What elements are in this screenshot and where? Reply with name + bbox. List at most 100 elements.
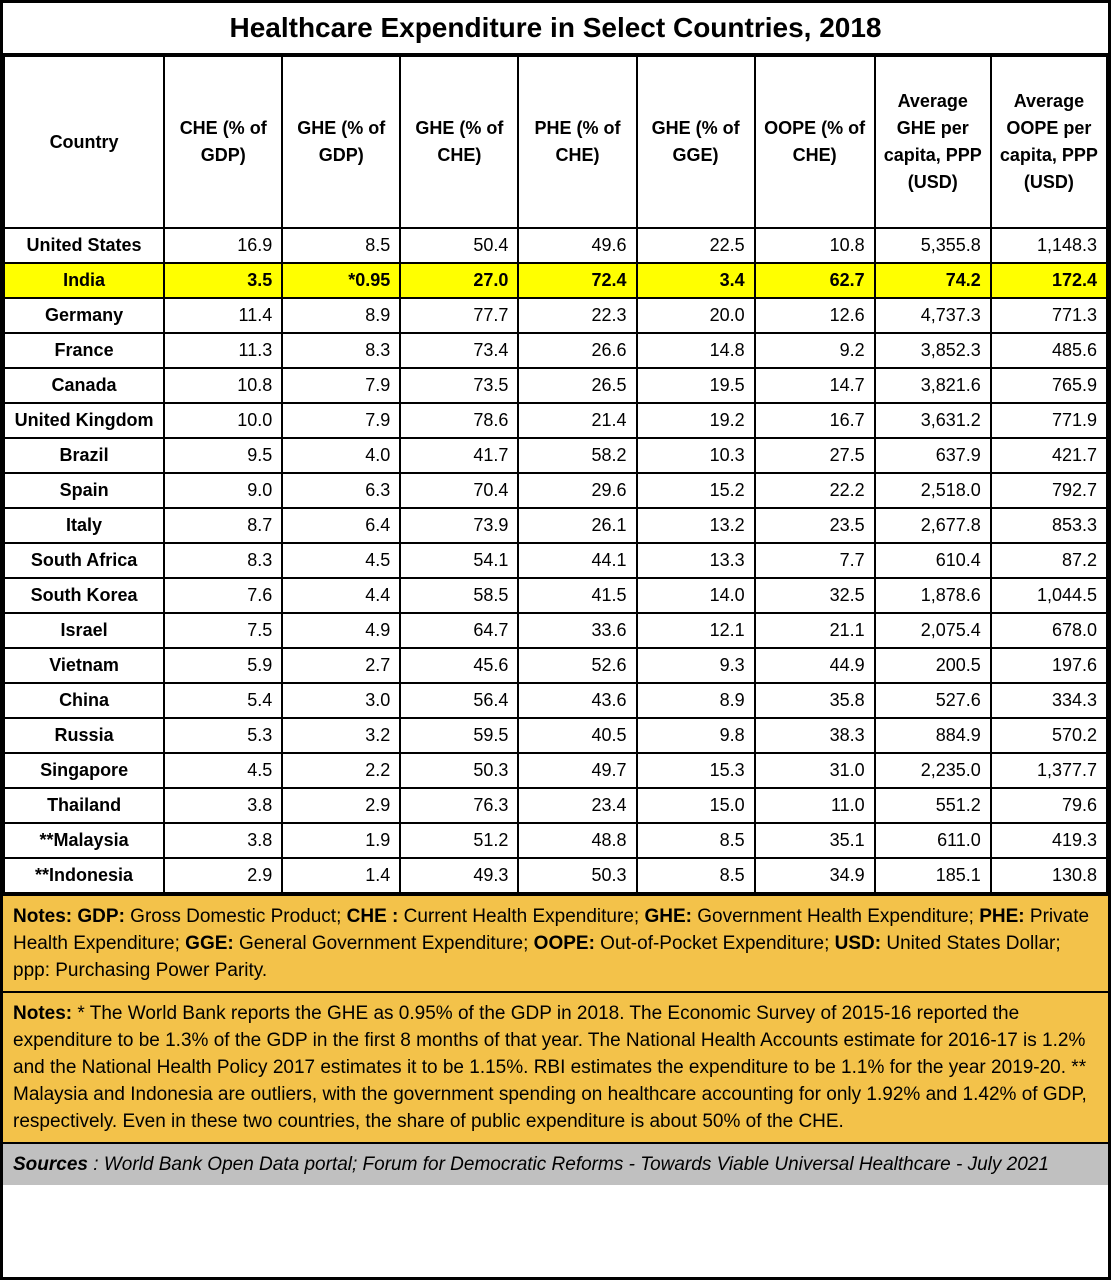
table-row: France 11.3 8.3 73.4 26.6 14.8 9.2 3,852.3 485.6 <box>2 332 1109 369</box>
value-cell: 16.7 <box>753 402 876 439</box>
country-cell: Brazil <box>2 437 166 474</box>
text-segment: Private Health Expenditure; <box>13 906 1090 954</box>
value-cell: 8.9 <box>281 297 402 334</box>
text-segment: GHE: <box>644 906 692 927</box>
value-cell: *0.95 <box>281 262 402 299</box>
country-cell: Singapore <box>2 752 166 789</box>
value-cell: 197.6 <box>989 647 1109 684</box>
value-cell: 21.1 <box>753 612 876 649</box>
value-cell: 8.5 <box>635 857 756 894</box>
value-cell: 9.2 <box>753 332 876 369</box>
column-header: GHE (% of CHE) <box>399 55 520 229</box>
table-row: Italy 8.7 6.4 73.9 26.1 13.2 23.5 2,677.8 853.3 <box>2 507 1109 544</box>
value-cell: 43.6 <box>517 682 638 719</box>
value-cell: 4.4 <box>281 577 402 614</box>
value-cell: 15.0 <box>635 787 756 824</box>
value-cell: 10.8 <box>163 367 284 404</box>
value-cell: 62.7 <box>753 262 876 299</box>
column-header: OOPE (% of CHE) <box>753 55 876 229</box>
column-header: GHE (% of GGE) <box>635 55 756 229</box>
value-cell: 78.6 <box>399 402 520 439</box>
table-row: Brazil 9.5 4.0 41.7 58.2 10.3 27.5 637.9 421.7 <box>2 437 1109 474</box>
table-row: Thailand 3.8 2.9 76.3 23.4 15.0 11.0 551.2 79.6 <box>2 787 1109 824</box>
value-cell: 2,075.4 <box>873 612 992 649</box>
value-cell: 14.7 <box>753 367 876 404</box>
country-cell: United Kingdom <box>2 402 166 439</box>
healthcare-expenditure-table: Country CHE (% of GDP) GHE (% of GDP) GHE (… <box>2 55 1109 894</box>
value-cell: 527.6 <box>873 682 992 719</box>
value-cell: 4.0 <box>281 437 402 474</box>
value-cell: 9.3 <box>635 647 756 684</box>
value-cell: 9.8 <box>635 717 756 754</box>
value-cell: 792.7 <box>989 472 1109 509</box>
value-cell: 14.0 <box>635 577 756 614</box>
value-cell: 23.4 <box>517 787 638 824</box>
value-cell: 172.4 <box>989 262 1109 299</box>
country-cell: South Korea <box>2 577 166 614</box>
value-cell: 7.7 <box>753 542 876 579</box>
table-row: **Malaysia 3.8 1.9 51.2 48.8 8.5 35.1 611.0 419.… <box>2 822 1109 859</box>
value-cell: 9.0 <box>163 472 284 509</box>
table-row: Israel 7.5 4.9 64.7 33.6 12.1 21.1 2,075.4 678.0 <box>2 612 1109 649</box>
value-cell: 20.0 <box>635 297 756 334</box>
country-cell: Vietnam <box>2 647 166 684</box>
value-cell: 50.3 <box>399 752 520 789</box>
value-cell: 1.4 <box>281 857 402 894</box>
value-cell: 2.2 <box>281 752 402 789</box>
header-row: Country CHE (% of GDP) GHE (% of GDP) GHE (… <box>2 55 1109 229</box>
value-cell: 1.9 <box>281 822 402 859</box>
value-cell: 4.5 <box>281 542 402 579</box>
country-cell: Canada <box>2 367 166 404</box>
value-cell: 5.3 <box>163 717 284 754</box>
table-row: **Indonesia 2.9 1.4 49.3 50.3 8.5 34.9 185.1 130… <box>2 857 1109 894</box>
value-cell: 49.7 <box>517 752 638 789</box>
value-cell: 3,631.2 <box>873 402 992 439</box>
table-row: China 5.4 3.0 56.4 43.6 8.9 35.8 527.6 334.3 <box>2 682 1109 719</box>
value-cell: 3.2 <box>281 717 402 754</box>
value-cell: 419.3 <box>989 822 1109 859</box>
value-cell: 40.5 <box>517 717 638 754</box>
value-cell: 72.4 <box>517 262 638 299</box>
value-cell: 678.0 <box>989 612 1109 649</box>
table-row: South Korea 7.6 4.4 58.5 41.5 14.0 32.5 1,878.6… <box>2 577 1109 614</box>
text-segment: PHE: <box>979 906 1025 927</box>
value-cell: 1,377.7 <box>989 752 1109 789</box>
column-header: PHE (% of CHE) <box>517 55 638 229</box>
value-cell: 2,235.0 <box>873 752 992 789</box>
notes-definitions: Notes: GDP: Gross Domestic Product; CHE … <box>3 894 1108 991</box>
country-cell: United States <box>2 227 166 264</box>
value-cell: 11.3 <box>163 332 284 369</box>
text-segment: Government Health Expenditure; <box>691 906 980 927</box>
sources-note: Sources : World Bank Open Data portal; F… <box>3 1142 1108 1185</box>
value-cell: 44.9 <box>753 647 876 684</box>
table-body: United States 16.9 8.5 50.4 49.6 22.5 10.8 5,35… <box>2 227 1109 894</box>
value-cell: 38.3 <box>753 717 876 754</box>
text-segment: Notes: <box>13 906 78 927</box>
country-cell: **Malaysia <box>2 822 166 859</box>
value-cell: 3.8 <box>163 787 284 824</box>
value-cell: 29.6 <box>517 472 638 509</box>
country-cell: Russia <box>2 717 166 754</box>
value-cell: 54.1 <box>399 542 520 579</box>
value-cell: 3,852.3 <box>873 332 992 369</box>
value-cell: 853.3 <box>989 507 1109 544</box>
value-cell: 27.0 <box>399 262 520 299</box>
value-cell: 51.2 <box>399 822 520 859</box>
value-cell: 74.2 <box>873 262 992 299</box>
value-cell: 10.3 <box>635 437 756 474</box>
value-cell: 64.7 <box>399 612 520 649</box>
value-cell: 2.9 <box>163 857 284 894</box>
value-cell: 10.8 <box>753 227 876 264</box>
value-cell: 7.6 <box>163 577 284 614</box>
value-cell: 1,148.3 <box>989 227 1109 264</box>
table-row: India 3.5 *0.95 27.0 72.4 3.4 62.7 74.2 172.4 <box>2 262 1109 299</box>
country-cell: China <box>2 682 166 719</box>
value-cell: 56.4 <box>399 682 520 719</box>
value-cell: 1,044.5 <box>989 577 1109 614</box>
value-cell: 41.7 <box>399 437 520 474</box>
value-cell: 2.9 <box>281 787 402 824</box>
table-header: Country CHE (% of GDP) GHE (% of GDP) GHE (… <box>2 55 1109 229</box>
value-cell: 4.9 <box>281 612 402 649</box>
value-cell: 32.5 <box>753 577 876 614</box>
